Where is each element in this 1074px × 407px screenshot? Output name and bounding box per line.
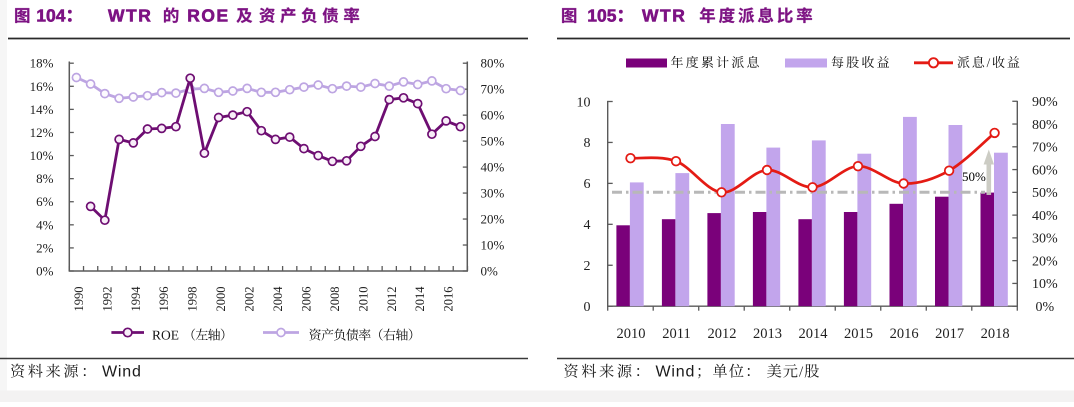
svg-text:2011: 2011 — [662, 326, 690, 342]
svg-text:8: 8 — [584, 136, 591, 151]
svg-text:2010: 2010 — [356, 287, 370, 312]
svg-text:18%: 18% — [30, 56, 54, 71]
svg-text:2: 2 — [584, 259, 591, 274]
svg-text:20%: 20% — [481, 212, 505, 227]
svg-text:0%: 0% — [36, 264, 54, 279]
svg-text:2018: 2018 — [981, 326, 1010, 342]
svg-text:2013: 2013 — [753, 326, 782, 342]
svg-text:Wind: Wind — [102, 364, 142, 381]
svg-text:6: 6 — [584, 177, 591, 192]
svg-text:20%: 20% — [1032, 255, 1058, 270]
svg-text:2008: 2008 — [328, 286, 342, 311]
svg-text:30%: 30% — [481, 186, 505, 201]
svg-text:16%: 16% — [30, 79, 54, 94]
svg-text:1994: 1994 — [129, 286, 143, 312]
svg-text:0: 0 — [584, 300, 591, 315]
svg-text:2004: 2004 — [271, 286, 285, 312]
svg-text:60%: 60% — [481, 108, 505, 123]
svg-text:12%: 12% — [30, 125, 54, 140]
svg-text:14%: 14% — [30, 102, 54, 117]
svg-text:2010: 2010 — [617, 326, 646, 342]
svg-text:10%: 10% — [30, 148, 54, 163]
svg-text:10: 10 — [577, 95, 591, 110]
svg-text:2000: 2000 — [214, 287, 228, 312]
svg-text:2015: 2015 — [844, 326, 873, 342]
svg-text:2012: 2012 — [385, 286, 399, 311]
svg-text:2016: 2016 — [890, 326, 919, 342]
svg-text:8%: 8% — [36, 171, 54, 186]
svg-text:80%: 80% — [1032, 118, 1058, 133]
svg-text:6%: 6% — [36, 194, 54, 209]
svg-text:2006: 2006 — [299, 287, 313, 312]
svg-text:10%: 10% — [1032, 277, 1058, 292]
svg-text:40%: 40% — [481, 160, 505, 175]
svg-text:80%: 80% — [481, 56, 505, 71]
svg-text:0%: 0% — [481, 264, 499, 279]
svg-text:1990: 1990 — [72, 287, 86, 312]
svg-text:1996: 1996 — [157, 287, 171, 312]
svg-text:4%: 4% — [36, 217, 54, 232]
svg-text:2012: 2012 — [708, 326, 737, 342]
svg-text:2%: 2% — [36, 240, 54, 255]
svg-text:90%: 90% — [1032, 95, 1058, 110]
svg-text:50%: 50% — [1032, 186, 1058, 201]
svg-text:70%: 70% — [481, 82, 505, 97]
svg-text:1992: 1992 — [100, 287, 114, 312]
svg-text:2014: 2014 — [799, 326, 829, 342]
svg-text:1998: 1998 — [186, 286, 200, 311]
svg-text:50%: 50% — [481, 134, 505, 149]
svg-text:Wind: Wind — [656, 364, 696, 381]
svg-text:0%: 0% — [1035, 300, 1054, 315]
svg-text:2014: 2014 — [413, 286, 427, 312]
svg-text:4: 4 — [584, 218, 591, 233]
svg-text:30%: 30% — [1032, 232, 1058, 247]
svg-text:70%: 70% — [1032, 141, 1058, 156]
svg-text:40%: 40% — [1032, 209, 1058, 224]
svg-text:60%: 60% — [1032, 163, 1058, 178]
svg-text:2017: 2017 — [935, 326, 964, 342]
svg-text:10%: 10% — [481, 238, 505, 253]
svg-text:2002: 2002 — [243, 286, 257, 311]
svg-text:2016: 2016 — [442, 287, 456, 312]
svg-text:50%: 50% — [962, 169, 986, 184]
